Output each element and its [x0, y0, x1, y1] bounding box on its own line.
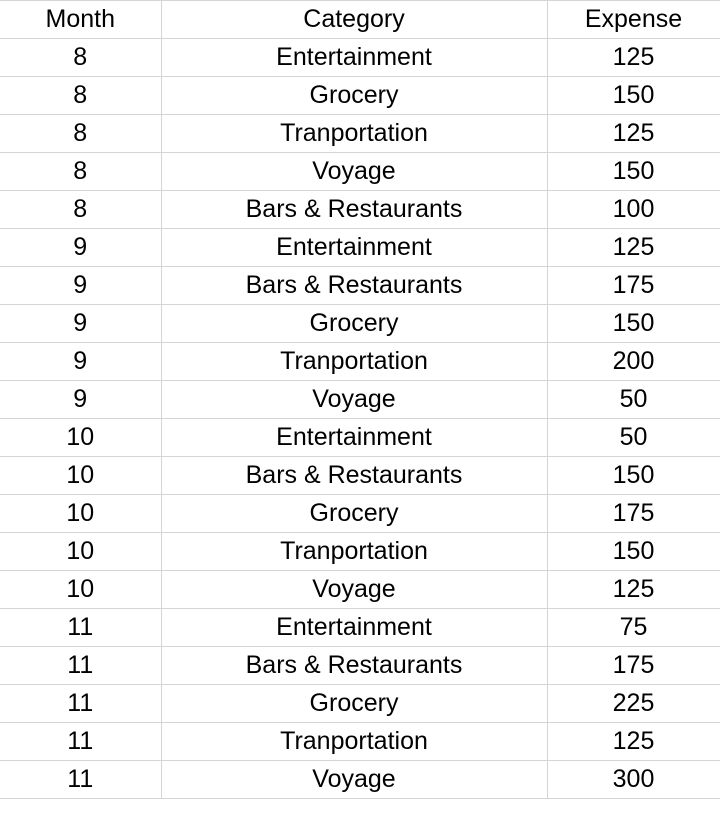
month-cell[interactable]: 10	[0, 494, 162, 533]
table-row: 11 Voyage 300	[0, 760, 720, 799]
category-cell[interactable]: Voyage	[161, 570, 548, 609]
category-cell[interactable]: Tranportation	[161, 532, 548, 571]
expense-cell[interactable]: 100	[547, 190, 720, 229]
month-cell[interactable]: 10	[0, 570, 162, 609]
category-cell[interactable]: Bars & Restaurants	[161, 266, 548, 305]
table-row: 11 Tranportation 125	[0, 722, 720, 761]
expense-cell[interactable]: 150	[547, 152, 720, 191]
expense-cell[interactable]: 125	[547, 722, 720, 761]
expense-cell[interactable]: 225	[547, 684, 720, 723]
expense-cell[interactable]: 50	[547, 418, 720, 457]
expense-cell[interactable]: 175	[547, 266, 720, 305]
month-cell[interactable]: 11	[0, 684, 162, 723]
table-body: 8 Entertainment 125 8 Grocery 150 8 Tranportati…	[0, 38, 720, 799]
table-row: 10 Grocery 175	[0, 494, 720, 533]
expense-cell[interactable]: 75	[547, 608, 720, 647]
month-cell[interactable]: 9	[0, 304, 162, 343]
table-row: 10 Voyage 125	[0, 570, 720, 609]
expense-cell[interactable]: 200	[547, 342, 720, 381]
expense-header-cell[interactable]: Expense	[547, 0, 720, 39]
category-cell[interactable]: Voyage	[161, 152, 548, 191]
table-row: 9 Tranportation 200	[0, 342, 720, 381]
table-row: 10 Entertainment 50	[0, 418, 720, 457]
category-cell[interactable]: Entertainment	[161, 38, 548, 77]
month-cell[interactable]: 8	[0, 76, 162, 115]
expense-cell[interactable]: 175	[547, 646, 720, 685]
category-cell[interactable]: Entertainment	[161, 228, 548, 267]
month-cell[interactable]: 8	[0, 190, 162, 229]
table-row: 8 Entertainment 125	[0, 38, 720, 77]
expense-cell[interactable]: 125	[547, 114, 720, 153]
category-cell[interactable]: Grocery	[161, 304, 548, 343]
category-cell[interactable]: Grocery	[161, 76, 548, 115]
expense-cell[interactable]: 125	[547, 570, 720, 609]
month-cell[interactable]: 10	[0, 532, 162, 571]
category-cell[interactable]: Bars & Restaurants	[161, 190, 548, 229]
category-cell[interactable]: Bars & Restaurants	[161, 646, 548, 685]
table-row: 8 Tranportation 125	[0, 114, 720, 153]
expense-cell[interactable]: 150	[547, 456, 720, 495]
expense-cell[interactable]: 125	[547, 38, 720, 77]
category-cell[interactable]: Tranportation	[161, 342, 548, 381]
expense-cell[interactable]: 150	[547, 532, 720, 571]
table-row: 10 Tranportation 150	[0, 532, 720, 571]
table-row: 9 Bars & Restaurants 175	[0, 266, 720, 305]
month-cell[interactable]: 11	[0, 608, 162, 647]
month-cell[interactable]: 11	[0, 646, 162, 685]
month-cell[interactable]: 11	[0, 760, 162, 799]
month-header-cell[interactable]: Month	[0, 0, 162, 39]
expense-cell[interactable]: 125	[547, 228, 720, 267]
table-row: 9 Entertainment 125	[0, 228, 720, 267]
table-row: 11 Bars & Restaurants 175	[0, 646, 720, 685]
expense-cell[interactable]: 175	[547, 494, 720, 533]
category-cell[interactable]: Bars & Restaurants	[161, 456, 548, 495]
expense-cell[interactable]: 150	[547, 76, 720, 115]
month-cell[interactable]: 9	[0, 266, 162, 305]
expense-table: Month Category Expense 8 Entertainment 125…	[0, 0, 720, 799]
category-header-cell[interactable]: Category	[161, 0, 548, 39]
expense-cell[interactable]: 150	[547, 304, 720, 343]
category-cell[interactable]: Tranportation	[161, 722, 548, 761]
table-row: 9 Voyage 50	[0, 380, 720, 419]
category-cell[interactable]: Voyage	[161, 380, 548, 419]
expense-cell[interactable]: 50	[547, 380, 720, 419]
month-cell[interactable]: 9	[0, 380, 162, 419]
month-cell[interactable]: 8	[0, 114, 162, 153]
month-cell[interactable]: 10	[0, 456, 162, 495]
category-cell[interactable]: Grocery	[161, 684, 548, 723]
month-cell[interactable]: 8	[0, 152, 162, 191]
month-cell[interactable]: 9	[0, 228, 162, 267]
expense-cell[interactable]: 300	[547, 760, 720, 799]
month-cell[interactable]: 8	[0, 38, 162, 77]
table-row: 10 Bars & Restaurants 150	[0, 456, 720, 495]
table-row: 8 Voyage 150	[0, 152, 720, 191]
table-row: 9 Grocery 150	[0, 304, 720, 343]
category-cell[interactable]: Grocery	[161, 494, 548, 533]
table-row: 11 Grocery 225	[0, 684, 720, 723]
category-cell[interactable]: Tranportation	[161, 114, 548, 153]
category-cell[interactable]: Voyage	[161, 760, 548, 799]
table-row: 8 Grocery 150	[0, 76, 720, 115]
month-cell[interactable]: 11	[0, 722, 162, 761]
month-cell[interactable]: 10	[0, 418, 162, 457]
table-row: 8 Bars & Restaurants 100	[0, 190, 720, 229]
category-cell[interactable]: Entertainment	[161, 418, 548, 457]
header-row: Month Category Expense	[0, 0, 720, 39]
month-cell[interactable]: 9	[0, 342, 162, 381]
category-cell[interactable]: Entertainment	[161, 608, 548, 647]
table-row: 11 Entertainment 75	[0, 608, 720, 647]
